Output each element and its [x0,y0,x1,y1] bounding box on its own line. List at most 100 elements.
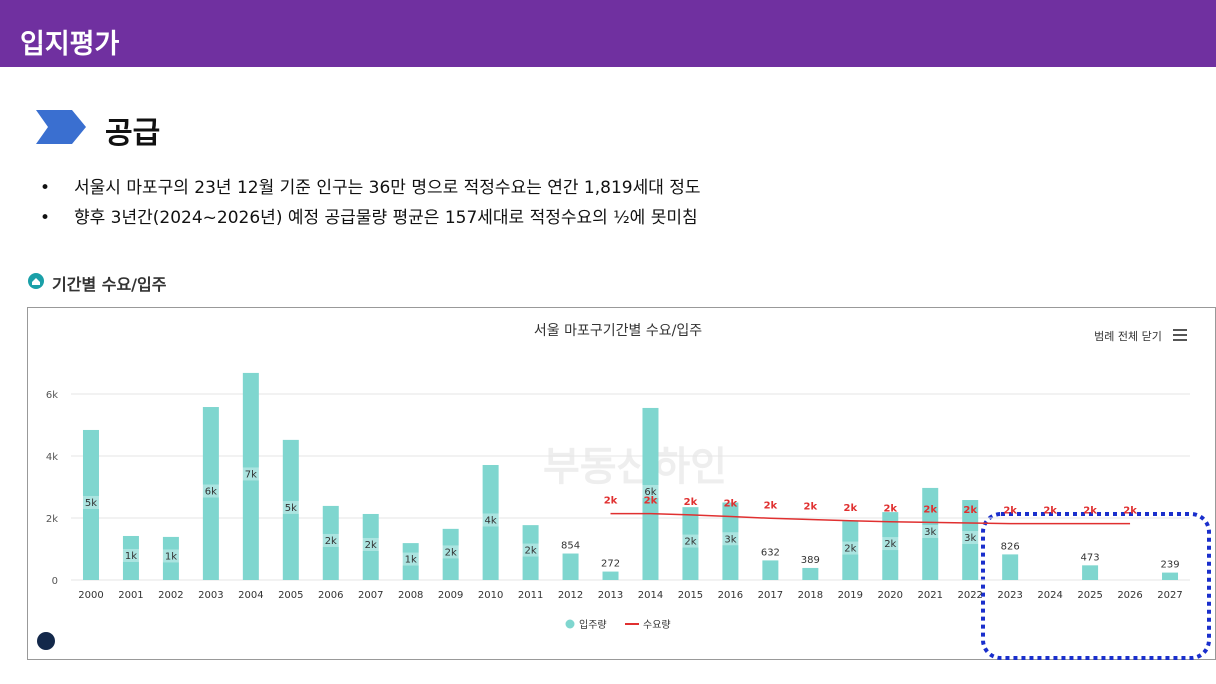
x-tick-label: 2002 [158,590,183,601]
x-tick-label: 2007 [358,590,383,601]
data-label: 2k [884,539,896,550]
x-tick-label: 2000 [78,590,103,601]
legend-label: 입주량 [579,618,607,631]
x-tick-label: 2013 [598,590,623,601]
x-tick-label: 2005 [278,590,303,601]
label-box [681,534,700,548]
header-title: 입지평가 [20,29,120,60]
data-label: 3k [924,527,936,538]
data-label: 2k [684,537,696,548]
data-label: 2k [923,504,937,515]
bar [642,407,659,580]
data-label: 5k [85,498,97,509]
data-label: 1k [405,555,417,566]
data-label: 6k [644,487,656,498]
x-tick-label: 2024 [1037,590,1062,601]
data-label: 5k [285,503,297,514]
label-box [521,543,540,557]
data-label: 2k [684,497,698,508]
label-box [201,484,220,498]
label-box [81,495,100,509]
data-label: 2k [764,500,778,511]
data-label: 473 [1081,552,1100,563]
data-label: 2k [804,502,818,513]
data-label: 4k [485,515,497,526]
data-label: 1k [165,551,177,562]
x-tick-label: 2020 [878,590,903,601]
bar [842,521,859,580]
x-tick-label: 2012 [558,590,583,601]
y-tick-label: 0 [52,576,58,587]
bar [402,543,419,580]
x-tick-label: 2025 [1077,590,1102,601]
data-label: 2k [644,496,658,507]
watermark: 부동산하인 [543,444,727,490]
x-tick-label: 2004 [238,590,263,601]
bar [82,429,99,580]
x-tick-label: 2018 [798,590,823,601]
x-tick-label: 2010 [478,590,503,601]
legend-swatch [565,619,575,629]
bar [802,567,819,580]
label-box [281,500,300,514]
x-tick-label: 2022 [957,590,982,601]
data-label: 2k [1043,506,1057,517]
chart-title: 서울 마포구기간별 수요/입주 [534,323,702,339]
x-tick-label: 2016 [718,590,743,601]
data-label: 3k [724,534,736,545]
legend-label: 수요량 [643,619,671,631]
bar [922,487,939,580]
logo [37,632,55,650]
label-box [401,552,420,566]
data-label: 2k [1083,506,1097,517]
chart-label: 기간별 수요/입주 [52,275,167,294]
bar [722,502,739,580]
section-title: 공급 [105,116,161,151]
bar [242,372,259,580]
data-label: 2k [325,536,337,547]
data-label: 2k [963,505,977,516]
bar [442,528,459,580]
label-box [321,533,340,547]
y-tick-label: 4k [46,452,58,463]
bullet: • 향후 3년간(2024~2026년) 예정 공급물량 평균은 157세대로 적… [40,208,698,228]
bar [762,560,779,580]
label-box [161,549,180,563]
bar [1162,572,1179,580]
label-box [641,484,660,498]
x-tick-label: 2011 [518,590,543,601]
label-box [241,467,260,481]
label-box [961,531,980,545]
highlight-box [981,512,1211,660]
bar [562,553,579,580]
y-tick-label: 6k [46,390,58,401]
x-tick-label: 2008 [398,590,423,601]
chevron [36,110,86,144]
bar [122,535,139,580]
bar [522,525,539,580]
icon [28,273,44,289]
x-tick-label: 2006 [318,590,343,601]
x-tick-label: 2015 [678,590,703,601]
menu-icon[interactable] [1173,329,1187,341]
bar [882,512,899,580]
bar [482,464,499,580]
data-label: 2k [844,544,856,555]
bar [682,507,699,580]
x-tick-label: 2026 [1117,590,1142,601]
data-label: 3k [964,533,976,544]
x-tick-label: 2003 [198,590,223,601]
label-box [361,537,380,551]
x-tick-label: 2019 [838,590,863,601]
legend-button[interactable]: 범례 전체 닫기 [1094,330,1162,343]
bullet-text: 서울시 마포구의 23년 12월 기준 인구는 36만 명으로 적정수요는 연간… [74,178,701,198]
x-tick-label: 2009 [438,590,463,601]
data-label: 2k [724,498,738,509]
data-label: 632 [761,547,780,558]
x-tick-label: 2014 [638,590,663,601]
x-tick-label: 2023 [997,590,1022,601]
bar [1082,565,1099,580]
data-label: 854 [561,541,580,552]
y-tick-label: 2k [46,514,58,525]
